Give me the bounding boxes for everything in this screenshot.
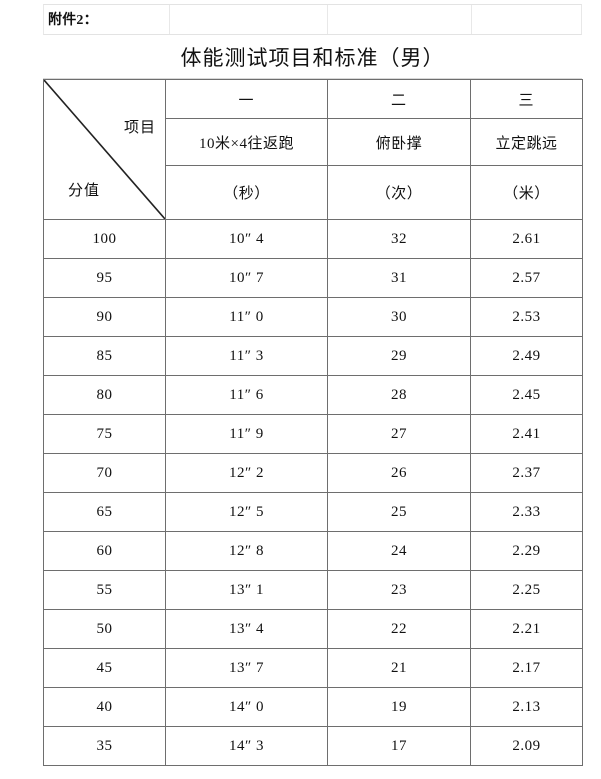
cell-long-jump: 2.53 (470, 297, 583, 337)
cell-score: 65 (43, 492, 166, 532)
cell-pushups: 26 (327, 453, 471, 493)
cell-long-jump: 2.33 (470, 492, 583, 532)
cell-shuttle-run: 12″ 8 (165, 531, 328, 571)
cell-shuttle-run: 11″ 0 (165, 297, 328, 337)
cell-shuttle-run: 10″ 7 (165, 258, 328, 298)
cell-shuttle-run: 12″ 5 (165, 492, 328, 532)
cell-pushups: 28 (327, 375, 471, 415)
attachment-label: 附件2： (48, 13, 98, 28)
cell-shuttle-run: 14″ 0 (165, 687, 328, 727)
cell-score: 55 (43, 570, 166, 610)
column-name-2: 俯卧撑 (327, 118, 471, 166)
top-gridline-row (43, 4, 582, 35)
cell-long-jump: 2.49 (470, 336, 583, 376)
cell-shuttle-run: 11″ 9 (165, 414, 328, 454)
column-name-3: 立定跳远 (470, 118, 583, 166)
title-band: 体能测试项目和标准（男） (43, 35, 582, 79)
table-row: 70 12″ 2 26 2.37 (43, 453, 583, 493)
cell-pushups: 27 (327, 414, 471, 454)
table-row: 45 13″ 7 21 2.17 (43, 648, 583, 688)
table-row: 95 10″ 7 31 2.57 (43, 258, 583, 298)
table-row: 60 12″ 8 24 2.29 (43, 531, 583, 571)
cell-score: 70 (43, 453, 166, 493)
table-row: 85 11″ 3 29 2.49 (43, 336, 583, 376)
cell-score: 95 (43, 258, 166, 298)
cell-score: 50 (43, 609, 166, 649)
cell-score: 45 (43, 648, 166, 688)
column-index-2: 二 (327, 79, 471, 119)
column-index-1: 一 (165, 79, 328, 119)
table-row: 35 14″ 3 17 2.09 (43, 726, 583, 766)
header-row-unit: （秒） （次） （米） (44, 165, 583, 220)
cell-pushups: 32 (327, 219, 471, 259)
cell-long-jump: 2.21 (470, 609, 583, 649)
cell-pushups: 25 (327, 492, 471, 532)
cell-shuttle-run: 12″ 2 (165, 453, 328, 493)
cell-shuttle-run: 13″ 4 (165, 609, 328, 649)
cell-score: 35 (43, 726, 166, 766)
diagonal-divider-line (44, 80, 165, 219)
top-gridline-divider-1 (169, 5, 170, 34)
cell-long-jump: 2.45 (470, 375, 583, 415)
cell-long-jump: 2.17 (470, 648, 583, 688)
cell-shuttle-run: 11″ 3 (165, 336, 328, 376)
cell-score: 40 (43, 687, 166, 727)
cell-pushups: 29 (327, 336, 471, 376)
table-body: 项目 分值 一 二 三 10米×4往返跑 俯卧撑 立定跳远 （秒） （次） （米… (43, 79, 583, 766)
cell-long-jump: 2.37 (470, 453, 583, 493)
cell-score: 80 (43, 375, 166, 415)
cell-score: 100 (43, 219, 166, 259)
cell-long-jump: 2.61 (470, 219, 583, 259)
top-gridline-divider-2 (327, 5, 328, 34)
corner-item-label: 项目 (123, 120, 156, 136)
cell-long-jump: 2.13 (470, 687, 583, 727)
table-row: 55 13″ 1 23 2.25 (43, 570, 583, 610)
cell-long-jump: 2.09 (470, 726, 583, 766)
column-unit-3: （米） (470, 165, 583, 220)
cell-shuttle-run: 14″ 3 (165, 726, 328, 766)
column-name-1: 10米×4往返跑 (165, 118, 328, 166)
cell-pushups: 23 (327, 570, 471, 610)
column-unit-1: （秒） (165, 165, 328, 220)
cell-long-jump: 2.41 (470, 414, 583, 454)
cell-score: 60 (43, 531, 166, 571)
table-row: 40 14″ 0 19 2.13 (43, 687, 583, 727)
top-gridline-divider-3 (471, 5, 472, 34)
header-row-index: 项目 分值 一 二 三 (43, 79, 583, 220)
cell-pushups: 31 (327, 258, 471, 298)
cell-shuttle-run: 13″ 7 (165, 648, 328, 688)
table-row: 50 13″ 4 22 2.21 (43, 609, 583, 649)
table-row: 80 11″ 6 28 2.45 (43, 375, 583, 415)
corner-score-label: 分值 (68, 183, 101, 199)
cell-score: 75 (43, 414, 166, 454)
column-index-3: 三 (470, 79, 583, 119)
cell-pushups: 21 (327, 648, 471, 688)
page-title: 体能测试项目和标准（男） (180, 45, 445, 70)
cell-pushups: 22 (327, 609, 471, 649)
cell-shuttle-run: 13″ 1 (165, 570, 328, 610)
header-row-name: 10米×4往返跑 俯卧撑 立定跳远 (44, 118, 583, 166)
cell-score: 85 (43, 336, 166, 376)
table-row: 65 12″ 5 25 2.33 (43, 492, 583, 532)
table-row: 100 10″ 4 32 2.61 (43, 219, 583, 259)
cell-pushups: 24 (327, 531, 471, 571)
column-unit-2: （次） (327, 165, 471, 220)
cell-pushups: 30 (327, 297, 471, 337)
cell-long-jump: 2.57 (470, 258, 583, 298)
standards-table: 项目 分值 一 二 三 10米×4往返跑 俯卧撑 立定跳远 （秒） （次） （米… (43, 79, 583, 766)
table-row: 90 11″ 0 30 2.53 (43, 297, 583, 337)
cell-long-jump: 2.29 (470, 531, 583, 571)
table-row: 75 11″ 9 27 2.41 (43, 414, 583, 454)
corner-header-cell: 项目 分值 (43, 79, 166, 220)
cell-pushups: 17 (327, 726, 471, 766)
cell-long-jump: 2.25 (470, 570, 583, 610)
cell-pushups: 19 (327, 687, 471, 727)
cell-shuttle-run: 11″ 6 (165, 375, 328, 415)
cell-shuttle-run: 10″ 4 (165, 219, 328, 259)
cell-score: 90 (43, 297, 166, 337)
